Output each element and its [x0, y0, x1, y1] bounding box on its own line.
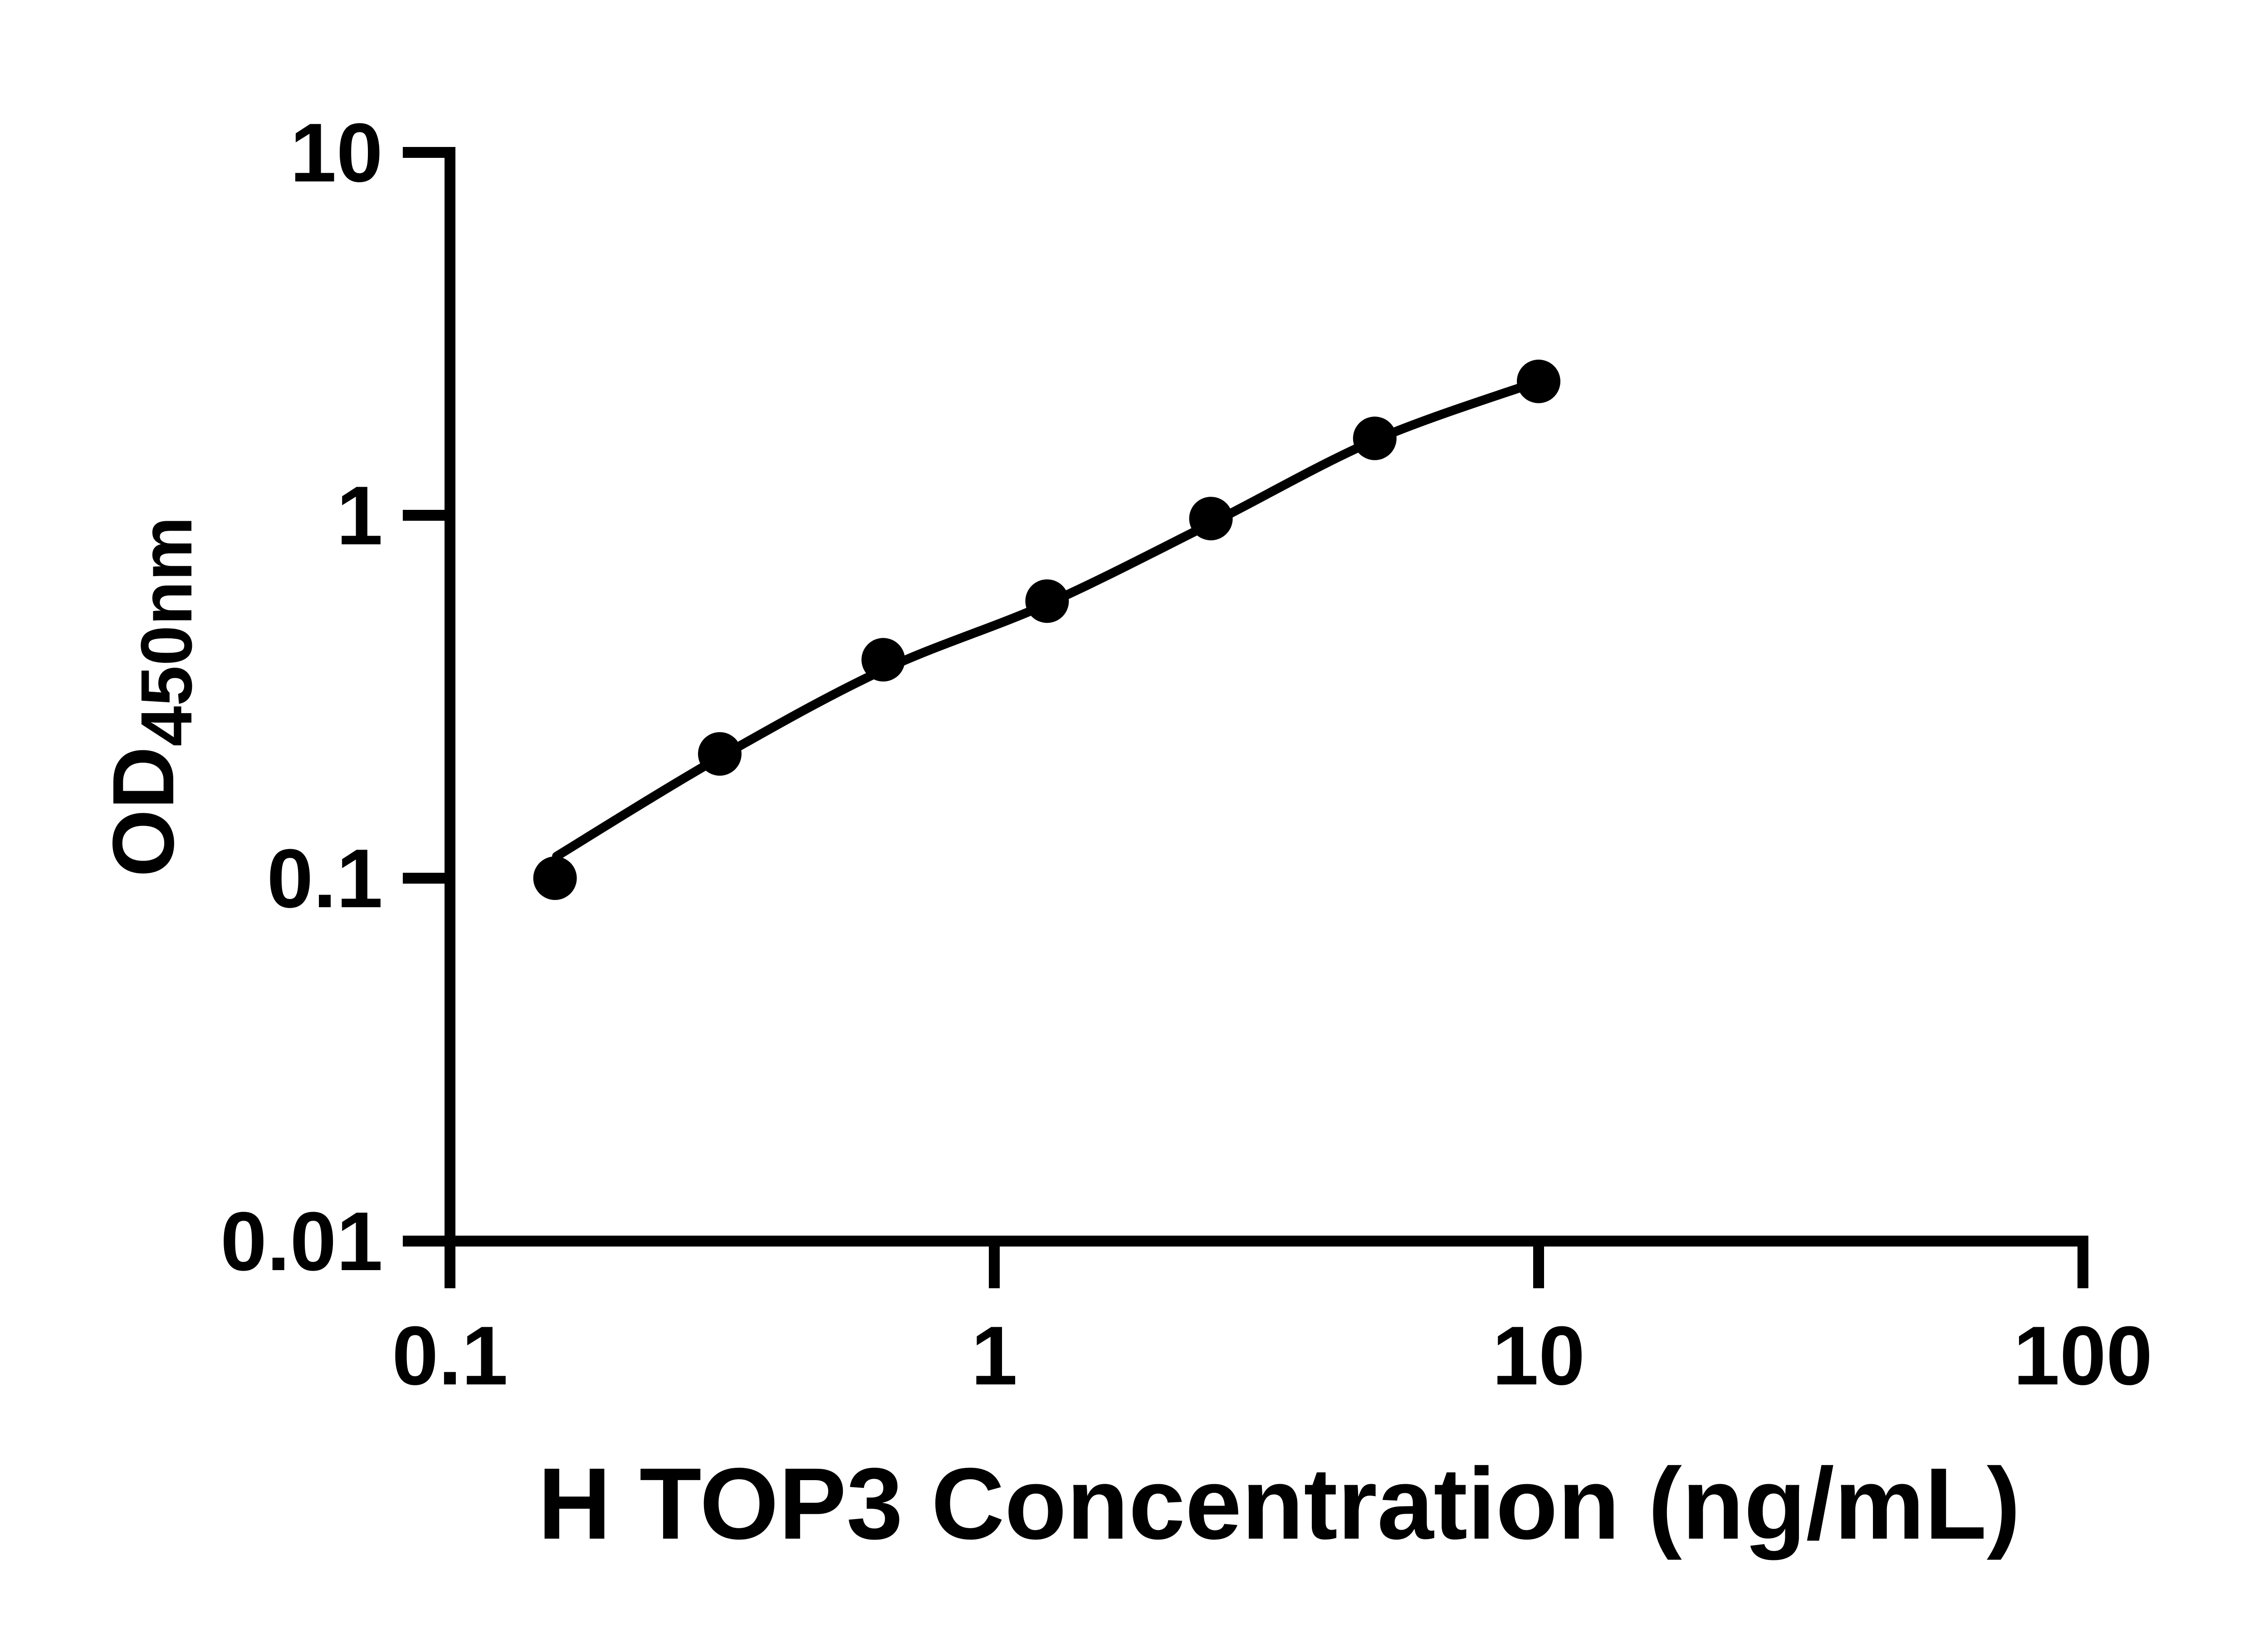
y-tick-label: 0.1 — [267, 831, 383, 925]
data-point — [1025, 579, 1069, 623]
tick-marks — [403, 147, 2088, 1288]
y-axis-title: OD450nm — [95, 517, 210, 877]
x-axis-title: H TOP3 Concentration (ng/mL) — [538, 1446, 2021, 1560]
y-axis-title-main: OD — [97, 746, 193, 877]
x-tick-label: 10 — [1492, 1309, 1585, 1402]
data-point — [698, 732, 742, 776]
x-tick-label: 0.1 — [392, 1309, 508, 1402]
data-point — [861, 638, 905, 682]
x-tick-label: 1 — [971, 1309, 1017, 1402]
y-tick-label: 1 — [337, 469, 383, 562]
data-points-group — [533, 359, 1560, 900]
x-tick-label: 100 — [2014, 1309, 2153, 1402]
data-point — [1189, 497, 1233, 541]
y-tick-label: 0.01 — [220, 1194, 383, 1288]
data-point — [1353, 416, 1397, 460]
y-tick-label: 10 — [290, 106, 383, 199]
data-point — [533, 856, 577, 900]
axes — [445, 147, 2088, 1247]
y-axis-title-subscript: 450nm — [128, 516, 208, 747]
data-point — [1517, 359, 1560, 403]
